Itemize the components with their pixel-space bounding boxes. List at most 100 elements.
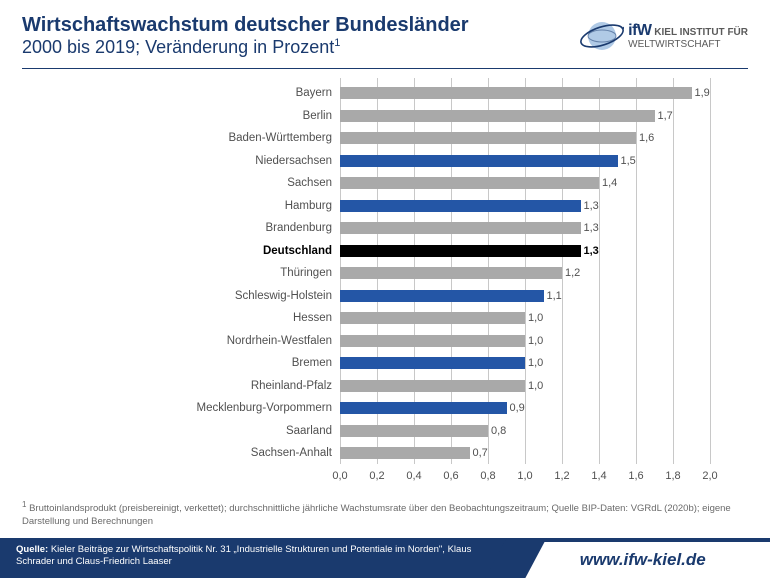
value-label: 1,0 [528,335,543,347]
bar [340,155,618,167]
chart-row: Saarland 0,8 [190,420,710,443]
bar [340,110,655,122]
value-label: 1,0 [528,357,543,369]
bar [340,447,470,459]
x-tick-label: 1,4 [591,470,606,482]
header-divider [22,68,748,69]
subtitle-text: 2000 bis 2019; Veränderung in Prozent [22,37,334,57]
y-label: Sachsen [190,177,340,189]
bar [340,222,581,234]
source-label: Quelle: [16,544,48,555]
chart-row: Brandenburg 1,3 [190,217,710,240]
bar [340,425,488,437]
footnote: 1 Bruttoinlandsprodukt (preisbereinigt, … [22,500,748,528]
bar [340,335,525,347]
page-title: Wirtschaftswachstum deutscher Bundesländ… [22,14,469,37]
value-label: 0,8 [491,425,506,437]
bar [340,177,599,189]
value-label: 1,9 [695,87,710,99]
header: Wirtschaftswachstum deutscher Bundesländ… [0,0,770,62]
footnote-text: Bruttoinlandsprodukt (preisbereinigt, ve… [22,503,731,526]
y-label: Hessen [190,312,340,324]
bar [340,132,636,144]
y-label: Berlin [190,110,340,122]
plot-area: 0,00,20,40,60,81,01,21,41,61,82,0Bayern1… [190,78,710,464]
footer-url: www.ifw-kiel.de [516,538,770,578]
bar [340,87,692,99]
x-tick-label: 0,6 [443,470,458,482]
chart-row: Baden-Württemberg 1,6 [190,127,710,150]
y-label: Saarland [190,425,340,437]
value-label: 1,3 [584,200,599,212]
chart-row: Mecklenburg-Vorpommern 0,9 [190,397,710,420]
value-label: 0,9 [510,402,525,414]
logo-text: ifW KIEL INSTITUT FÜR WELTWIRTSCHAFT [628,22,748,51]
y-label: Niedersachsen [190,155,340,167]
title-block: Wirtschaftswachstum deutscher Bundesländ… [22,14,469,58]
globe-icon [580,16,624,56]
x-tick-label: 1,6 [628,470,643,482]
value-label: 1,0 [528,380,543,392]
y-label: Hamburg [190,200,340,212]
logo-line1: KIEL INSTITUT FÜR [654,27,748,38]
chart-row: Hamburg 1,3 [190,195,710,218]
bar [340,267,562,279]
chart-row: Niedersachsen 1,5 [190,150,710,173]
logo-brand: ifW [628,22,651,39]
chart-row: Sachsen-Anhalt 0,7 [190,442,710,465]
y-label: Mecklenburg-Vorpommern [190,402,340,414]
value-label: 1,5 [621,155,636,167]
x-tick-label: 2,0 [702,470,717,482]
bar-chart: 0,00,20,40,60,81,01,21,41,61,82,0Bayern1… [40,78,740,486]
x-tick-label: 1,2 [554,470,569,482]
chart-row: Bremen 1,0 [190,352,710,375]
chart-row: Hessen 1,0 [190,307,710,330]
x-tick-label: 0,4 [406,470,421,482]
bar [340,402,507,414]
bar [340,245,581,257]
y-label: Baden-Württemberg [190,132,340,144]
bar [340,290,544,302]
y-label: Deutschland [190,245,340,257]
x-tick-label: 1,0 [517,470,532,482]
chart-row: Deutschland 1,3 [190,240,710,263]
bar [340,380,525,392]
subtitle-sup: 1 [334,37,340,49]
y-label: Rheinland-Pfalz [190,380,340,392]
value-label: 0,7 [473,447,488,459]
chart-row: Nordrhein-Westfalen 1,0 [190,330,710,353]
chart-row: Rheinland-Pfalz 1,0 [190,375,710,398]
y-label: Schleswig-Holstein [190,290,340,302]
value-label: 1,1 [547,290,562,302]
page-subtitle: 2000 bis 2019; Veränderung in Prozent1 [22,37,469,58]
y-label: Bremen [190,357,340,369]
bar [340,312,525,324]
value-label: 1,7 [658,110,673,122]
footer-source: Quelle: Kieler Beiträge zur Wirtschaftsp… [0,538,516,578]
y-label: Bayern [190,87,340,99]
chart-row: Sachsen 1,4 [190,172,710,195]
grid-line [710,78,711,464]
logo: ifW KIEL INSTITUT FÜR WELTWIRTSCHAFT [580,14,748,56]
y-label: Thüringen [190,267,340,279]
x-tick-label: 0,8 [480,470,495,482]
bar [340,200,581,212]
footer: Quelle: Kieler Beiträge zur Wirtschaftsp… [0,538,770,578]
value-label: 1,4 [602,177,617,189]
source-text: Kieler Beiträge zur Wirtschaftspolitik N… [16,544,471,567]
value-label: 1,0 [528,312,543,324]
chart-row: Berlin 1,7 [190,105,710,128]
bar [340,357,525,369]
value-label: 1,3 [584,222,599,234]
chart-row: Schleswig-Holstein 1,1 [190,285,710,308]
x-tick-label: 0,2 [369,470,384,482]
x-tick-label: 0,0 [332,470,347,482]
logo-line2: WELTWIRTSCHAFT [628,39,720,50]
chart-row: Thüringen1,2 [190,262,710,285]
y-label: Sachsen-Anhalt [190,447,340,459]
y-label: Brandenburg [190,222,340,234]
value-label: 1,3 [584,245,599,257]
value-label: 1,6 [639,132,654,144]
chart-row: Bayern 1,9 [190,82,710,105]
y-label: Nordrhein-Westfalen [190,335,340,347]
